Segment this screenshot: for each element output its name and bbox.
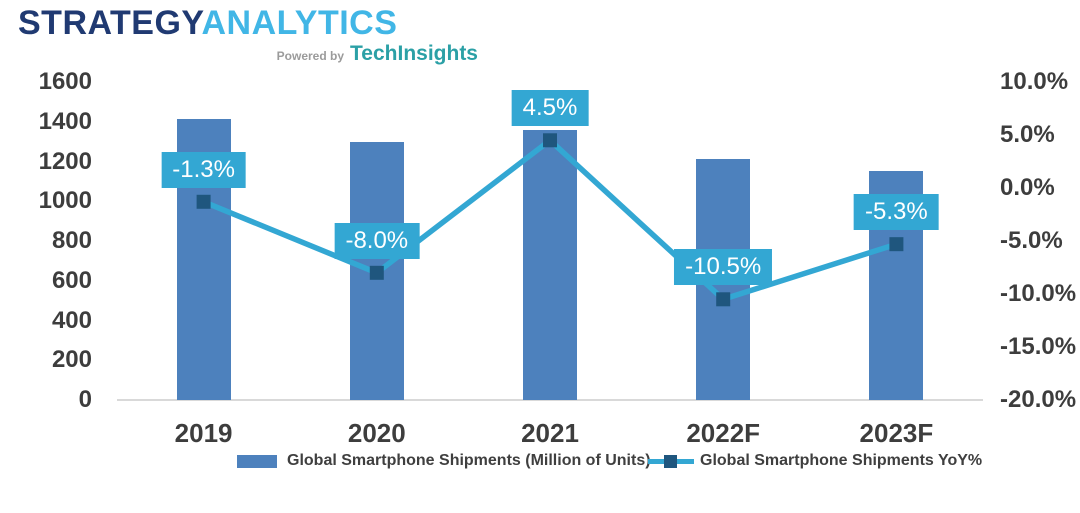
legend-item-yoy: Global Smartphone Shipments YoY% — [648, 451, 982, 471]
left-axis-tick: 1400 — [38, 107, 92, 135]
strategy-analytics-logo: STRATEGYANALYTICS Powered by TechInsights — [0, 0, 486, 72]
right-axis-tick: -5.0% — [1000, 227, 1063, 254]
legend-label-yoy: Global Smartphone Shipments YoY% — [700, 452, 983, 469]
left-axis-tick: 600 — [51, 266, 92, 294]
left-axis-tick: 200 — [51, 346, 92, 374]
right-axis-tick: 10.0% — [1000, 68, 1069, 95]
yoy-data-label: -10.5% — [674, 249, 773, 286]
yoy-data-label: 4.5% — [511, 90, 589, 127]
yoy-marker-square — [369, 265, 384, 280]
x-axis-label: 2021 — [521, 418, 579, 448]
yoy-marker-square — [543, 133, 557, 148]
techinsights-text: TechInsights — [350, 42, 478, 65]
yoy-data-label: -5.3% — [854, 194, 939, 231]
left-axis-tick: 0 — [78, 386, 92, 413]
logo-strategy-text: STRATEGY — [18, 4, 202, 42]
bar-series-swatch-icon — [237, 454, 277, 468]
right-axis-tick: 5.0% — [1000, 121, 1055, 148]
left-axis-tick: 1200 — [38, 147, 92, 175]
yoy-marker-square — [716, 292, 731, 307]
shipments-bar — [523, 130, 577, 400]
yoy-line — [202, 136, 898, 303]
x-axis-label: 2019 — [174, 418, 233, 448]
yoy-data-label: -1.3% — [161, 151, 246, 188]
x-axis-line — [117, 399, 983, 401]
yoy-marker-square — [889, 237, 904, 252]
x-axis-label: 2020 — [347, 418, 406, 448]
legend-item-shipments: Global Smartphone Shipments (Million of … — [237, 451, 651, 471]
left-axis-tick: 400 — [51, 306, 92, 334]
right-axis-tick: 0.0% — [1000, 174, 1055, 201]
right-axis-tick: -20.0% — [1000, 386, 1077, 413]
right-axis-tick: -10.0% — [1000, 280, 1077, 307]
x-axis-label: 2023F — [859, 418, 934, 448]
logo-analytics-text: ANALYTICS — [201, 4, 398, 42]
logo-wordmark: STRATEGYANALYTICS — [18, 4, 397, 43]
line-series-swatch-icon — [648, 454, 694, 468]
left-axis-tick: 1000 — [38, 187, 92, 215]
right-axis-tick: -15.0% — [1000, 333, 1077, 360]
powered-by-text: Powered by — [276, 49, 345, 63]
yoy-marker-square — [196, 194, 211, 209]
left-axis-tick: 800 — [51, 227, 92, 254]
logo-powered-by: Powered by TechInsights — [277, 42, 478, 66]
x-axis-label: 2022F — [686, 418, 761, 448]
legend-label-shipments: Global Smartphone Shipments (Million of … — [287, 452, 651, 469]
yoy-data-label: -8.0% — [334, 222, 420, 259]
left-axis-tick: 1600 — [38, 68, 92, 95]
